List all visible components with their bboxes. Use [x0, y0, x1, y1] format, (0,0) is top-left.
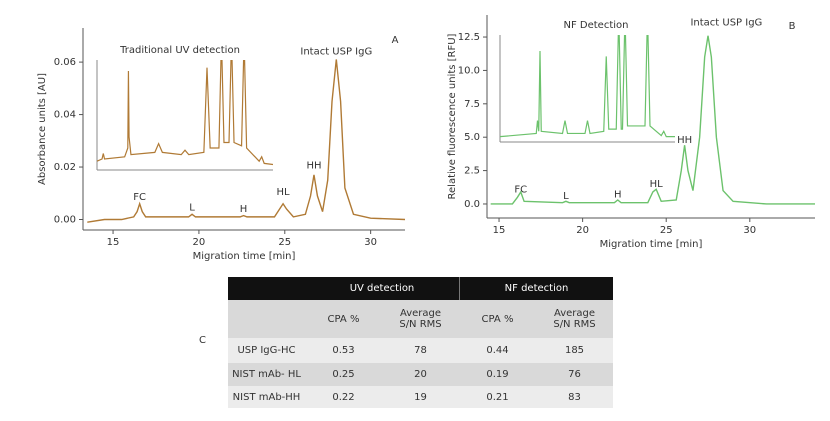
y-tick-label: 0.04: [54, 110, 76, 121]
table-row-label: NIST mAb-HH: [228, 386, 305, 408]
table-column-header: CPA %: [459, 300, 536, 338]
peak-label: FC: [133, 192, 146, 203]
y-tick-label: 12.5: [458, 32, 480, 43]
x-tick-label: 20: [193, 237, 206, 248]
table-group-header: NF detection: [459, 277, 613, 300]
x-tick-label: 15: [107, 237, 120, 248]
table-header-blank: [228, 277, 305, 300]
y-tick-label: 10.0: [458, 65, 480, 76]
peak-label: H: [614, 190, 622, 201]
y-tick-label: 0.00: [54, 215, 76, 226]
table-column-header: CPA %: [305, 300, 382, 338]
x-tick-label: 30: [743, 225, 756, 236]
panel-label: B: [789, 21, 796, 32]
table-cell: 76: [536, 363, 613, 386]
table-cell: 0.44: [459, 338, 536, 363]
table-row-label: NIST mAb- HL: [228, 363, 305, 386]
y-tick-label: 5.0: [464, 132, 480, 143]
peak-label: L: [563, 191, 569, 202]
x-tick-label: 15: [493, 225, 506, 236]
x-axis-label: Migration time [min]: [600, 239, 703, 250]
peak-label: HH: [306, 161, 321, 172]
table-column-header: Average S/N RMS: [536, 300, 613, 338]
x-tick-label: 25: [278, 237, 291, 248]
peak-label: HL: [650, 179, 664, 190]
table-cell: 78: [382, 338, 459, 363]
y-axis-label: Relative fluorescence units [RFU]: [447, 33, 458, 199]
table-cell: 0.19: [459, 363, 536, 386]
table-group-header: UV detection: [305, 277, 459, 300]
table-cell: 20: [382, 363, 459, 386]
y-axis-label: Absorbance units [AU]: [37, 73, 48, 185]
table-cell: 0.53: [305, 338, 382, 363]
x-axis-label: Migration time [min]: [193, 251, 296, 262]
inset-title: NF Detection: [564, 20, 629, 31]
table-corner: [228, 300, 305, 338]
table-label: C: [199, 334, 206, 346]
table-cell: 0.25: [305, 363, 382, 386]
trace: [87, 59, 405, 223]
table-column-header: Average S/N RMS: [382, 300, 459, 338]
inset-trace: [500, 35, 675, 138]
y-tick-label: 7.5: [464, 99, 480, 110]
peak-label: Intact USP IgG: [300, 47, 372, 58]
x-tick-label: 25: [660, 225, 673, 236]
peak-label: HH: [677, 135, 692, 146]
y-tick-label: 0.0: [464, 199, 480, 210]
inset-trace: [97, 60, 273, 166]
x-tick-label: 30: [364, 237, 377, 248]
x-tick-label: 20: [576, 225, 589, 236]
peak-label: L: [189, 203, 195, 214]
table-cell: 83: [536, 386, 613, 408]
table-cell: 0.22: [305, 386, 382, 408]
y-tick-label: 0.02: [54, 162, 76, 173]
peak-label: H: [240, 204, 248, 215]
peak-label: Intact USP IgG: [690, 17, 762, 28]
panel-label: A: [392, 35, 399, 46]
y-tick-label: 2.5: [464, 166, 480, 177]
peak-label: HL: [277, 187, 291, 198]
table-cell: 0.21: [459, 386, 536, 408]
table-row-label: USP IgG-HC: [228, 338, 305, 363]
inset-title: Traditional UV detection: [119, 45, 240, 56]
y-tick-label: 0.06: [54, 57, 76, 68]
table-cell: 19: [382, 386, 459, 408]
table-cell: 185: [536, 338, 613, 363]
peak-label: FC: [514, 184, 527, 195]
trace: [490, 35, 815, 205]
